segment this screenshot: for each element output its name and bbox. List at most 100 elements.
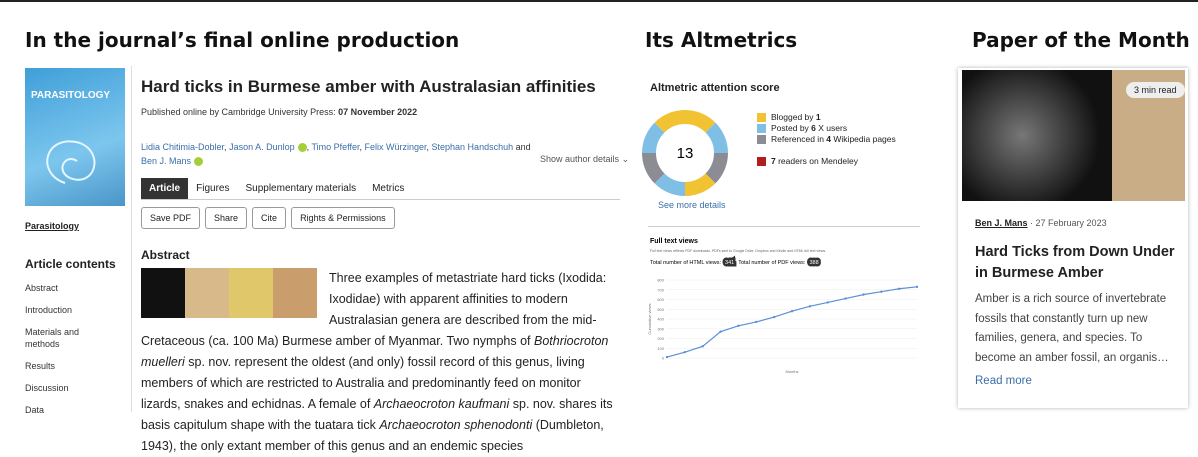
action-button[interactable]: Rights & Permissions — [291, 207, 395, 229]
author[interactable]: Timo Pfeffer — [311, 142, 359, 152]
data-point — [827, 301, 829, 303]
data-point — [755, 321, 757, 323]
legend-item: Posted by 6 X users — [757, 123, 896, 134]
contents-item[interactable]: Abstract — [25, 282, 105, 294]
see-more[interactable]: See more details — [658, 200, 726, 210]
legend-item: Blogged by 1 — [757, 112, 896, 123]
abstract-title: Abstract — [141, 248, 190, 262]
data-point — [773, 316, 775, 318]
tab[interactable]: Figures — [188, 178, 237, 199]
y-tick-label: 700 — [657, 287, 664, 292]
legend-swatch — [757, 157, 766, 166]
published-label: Published online by Cambridge University… — [141, 107, 336, 117]
author[interactable]: Jason A. Dunlop — [229, 142, 295, 152]
author[interactable]: Stephan Handschuh — [432, 142, 514, 152]
read-more[interactable]: Read more — [975, 375, 1032, 387]
show-details-text[interactable]: Show author details — [540, 154, 619, 164]
and: and — [516, 142, 531, 152]
tab[interactable]: Metrics — [364, 178, 412, 199]
divider — [131, 66, 132, 412]
data-point — [702, 345, 704, 347]
top-rule — [0, 0, 1198, 2]
contents-item[interactable]: Data — [25, 404, 105, 416]
tab[interactable]: Supplementary materials — [237, 178, 364, 199]
panel-heading: Its Altmetrics — [645, 28, 797, 52]
chart-subtitle: Full text views reflects PDF downloads, … — [650, 249, 826, 253]
contents-item[interactable]: Introduction — [25, 304, 105, 316]
author[interactable]: Felix Würzinger — [365, 142, 427, 152]
card[interactable]: 3 min read Ben J. Mans · 27 February 202… — [958, 68, 1188, 408]
orcid-icon — [298, 143, 307, 152]
contents-title: Article contents — [25, 257, 116, 271]
legend-swatch — [757, 124, 766, 133]
card-image — [962, 70, 1112, 201]
card-byline: Ben J. Mans · 27 February 2023 — [975, 218, 1107, 228]
card-excerpt: Amber is a rich source of invertebrate f… — [975, 290, 1175, 368]
divider — [648, 226, 920, 227]
series-line — [667, 287, 917, 357]
abstract-text: Archaeocroton sphenodonti — [379, 418, 532, 432]
data-point — [719, 330, 721, 332]
abstract: Three examples of metastriate hard ticks… — [141, 268, 620, 457]
legend-item: Referenced in 4 Wikipedia pages — [757, 134, 896, 156]
y-tick-label: 800 — [657, 278, 664, 283]
legend-count: 1 — [816, 112, 821, 122]
cover-title: PARASITOLOGY — [25, 68, 125, 101]
panel-heading: Paper of the Month — [972, 28, 1190, 52]
card-date: · 27 February 2023 — [1030, 218, 1107, 228]
data-point — [844, 297, 846, 299]
views-chart: Full text views Full text views reflects … — [645, 232, 925, 382]
totals: Total number of HTML views: 341 Total numb… — [650, 260, 819, 266]
y-axis-label: Cumulative views — [647, 303, 652, 334]
legend-text: Referenced in — [771, 134, 826, 144]
data-point — [862, 293, 864, 295]
card-author[interactable]: Ben J. Mans — [975, 218, 1028, 228]
article-title: Hard ticks in Burmese amber with Austral… — [141, 77, 596, 97]
view-label: Total number of PDF views: — [738, 260, 806, 266]
legend-swatch — [757, 135, 766, 144]
journal-link[interactable]: Parasitology — [25, 221, 79, 231]
view-count: 341 — [725, 260, 734, 266]
legend-swatch — [757, 113, 766, 122]
action-button[interactable]: Cite — [252, 207, 286, 229]
contents-item[interactable]: Materials and methods — [25, 326, 105, 350]
figure-thumb — [229, 268, 273, 318]
author[interactable]: Ben J. Mans — [141, 156, 191, 166]
published-line: Published online by Cambridge University… — [141, 107, 417, 117]
data-point — [737, 325, 739, 327]
chart-title: Full text views — [650, 238, 698, 245]
author[interactable]: Lidia Chitimia-Dobler — [141, 142, 224, 152]
score: 13 — [677, 145, 694, 162]
published-date: 07 November 2022 — [338, 107, 417, 117]
show-details[interactable]: Show author details ⌄ — [540, 154, 629, 165]
badge: 3 min read — [1126, 82, 1185, 98]
view-count: 388 — [809, 260, 818, 266]
contents-item[interactable]: Discussion — [25, 382, 105, 394]
legend-text: Blogged by — [771, 112, 816, 122]
data-point — [666, 356, 668, 358]
action-button[interactable]: Save PDF — [141, 207, 200, 229]
view-label: Total number of HTML views: — [650, 260, 721, 266]
contents-list: Abstract Introduction Materials and method… — [25, 282, 105, 426]
donut: 13 — [640, 108, 730, 198]
legend-text: Wikipedia pages — [831, 134, 896, 144]
abstract-figures — [141, 268, 317, 318]
y-tick-label: 600 — [657, 297, 664, 302]
score-title: Altmetric attention score — [650, 82, 780, 94]
card-title[interactable]: Hard Ticks from Down Under in Burmese Am… — [975, 242, 1175, 284]
contents-item[interactable]: Results — [25, 360, 105, 372]
authors: Lidia Chitimia-Dobler, Jason A. Dunlop, … — [141, 140, 531, 168]
legend-text: Posted by — [771, 123, 811, 133]
page: In the journal’s final online production… — [0, 0, 1198, 412]
y-tick-label: 200 — [657, 336, 664, 341]
tab[interactable]: Article — [141, 178, 188, 199]
data-point — [684, 351, 686, 353]
abstract-text: Archaeocroton kaufmani — [374, 397, 510, 411]
action-button[interactable]: Share — [205, 207, 247, 229]
x-axis-label: Months — [785, 369, 798, 374]
figure-thumb — [185, 268, 229, 318]
cover-art — [25, 123, 125, 203]
legend-text: X users — [816, 123, 847, 133]
